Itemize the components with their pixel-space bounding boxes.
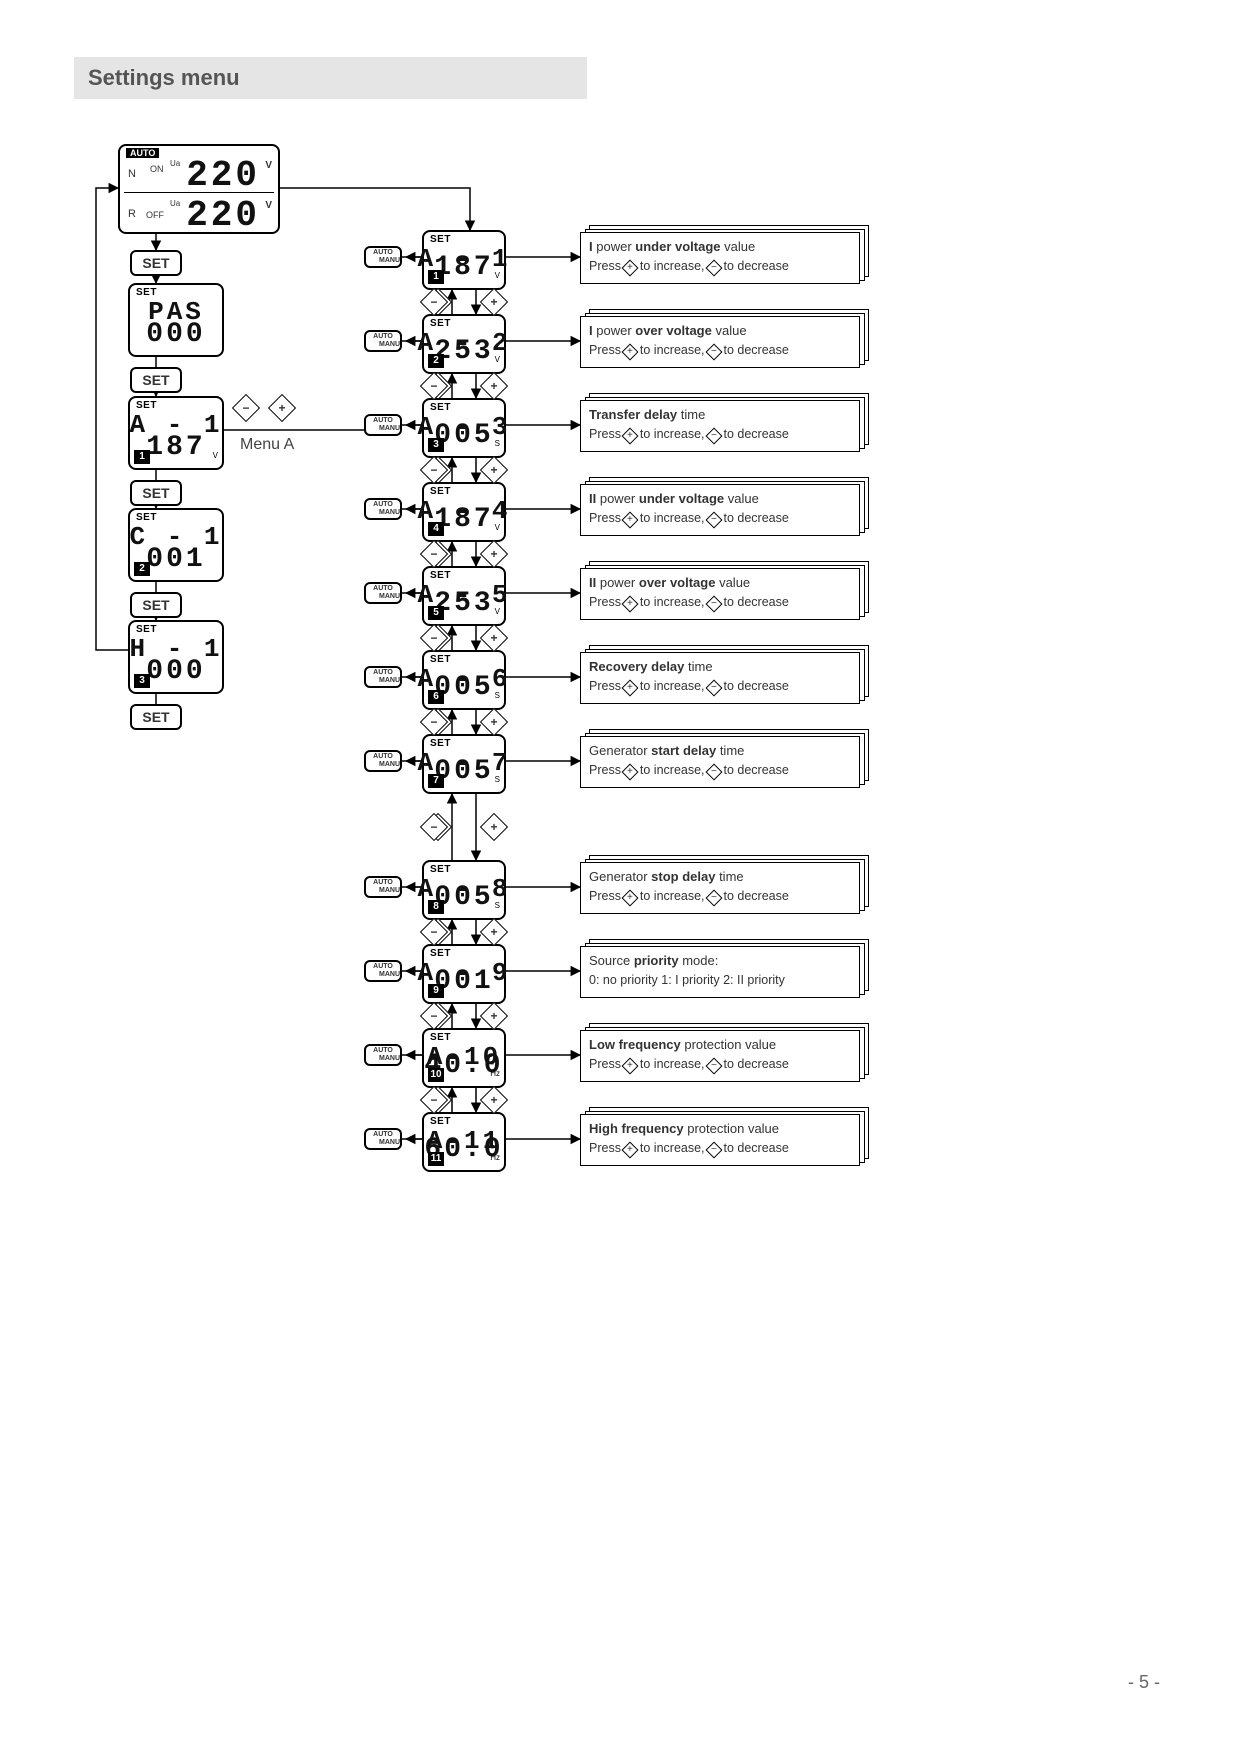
lcd-h1: SETH - 10003	[128, 620, 224, 694]
plus-button-p1[interactable]: +	[480, 288, 508, 316]
lcd-param-5: SETA - 52535V	[422, 566, 506, 626]
automanu-button-6[interactable]: AUTOMANU	[364, 666, 402, 688]
automanu-button-10[interactable]: AUTOMANU	[364, 1044, 402, 1066]
automanu-button-4[interactable]: AUTOMANU	[364, 498, 402, 520]
plus-button-p8[interactable]: +	[480, 918, 508, 946]
plus-button-p2[interactable]: +	[480, 372, 508, 400]
set-button-a1[interactable]: SET	[130, 480, 182, 506]
lcd-param-10: SETA-1040.010Hz	[422, 1028, 506, 1088]
lcd-param-7: SETA - 70057S	[422, 734, 506, 794]
plus-button-p7[interactable]: +	[480, 813, 508, 841]
minus-button-p2[interactable]: −	[420, 372, 448, 400]
set-button-c1[interactable]: SET	[130, 592, 182, 618]
auto-label: AUTO	[126, 148, 159, 158]
minus-button-p9[interactable]: −	[420, 1002, 448, 1030]
set-button-pas[interactable]: SET	[130, 367, 182, 393]
plus-button-p6[interactable]: +	[480, 708, 508, 736]
automanu-button-11[interactable]: AUTOMANU	[364, 1128, 402, 1150]
lcd-param-1: SETA - 11871V	[422, 230, 506, 290]
lcd-a1-left: SETA - 11871V	[128, 396, 224, 470]
automanu-button-3[interactable]: AUTOMANU	[364, 414, 402, 436]
plus-button-p5[interactable]: +	[480, 624, 508, 652]
automanu-button-8[interactable]: AUTOMANU	[364, 876, 402, 898]
minus-button-p6[interactable]: −	[420, 708, 448, 736]
page-title: Settings menu	[74, 57, 587, 99]
lcd-param-6: SETA - 60056S	[422, 650, 506, 710]
plus-button-menu[interactable]: +	[268, 394, 296, 422]
desc-1: I power under voltage valuePress + to in…	[580, 232, 860, 284]
desc-2: I power over voltage valuePress + to inc…	[580, 316, 860, 368]
menu-a-label: Menu A	[240, 436, 294, 454]
minus-button-menu[interactable]: −	[232, 394, 260, 422]
lcd-param-3: SETA - 30053S	[422, 398, 506, 458]
automanu-button-9[interactable]: AUTOMANU	[364, 960, 402, 982]
automanu-button-1[interactable]: AUTOMANU	[364, 246, 402, 268]
minus-button-p4[interactable]: −	[420, 540, 448, 568]
voltage-n: 220	[186, 158, 260, 194]
desc-4: II power under voltage valuePress + to i…	[580, 484, 860, 536]
voltage-r: 220	[186, 198, 260, 234]
lcd-param-8: SETA - 80058S	[422, 860, 506, 920]
minus-button-p7[interactable]: −	[420, 813, 448, 841]
lcd-c1: SETC - 10012	[128, 508, 224, 582]
desc-11: High frequency protection valuePress + t…	[580, 1114, 860, 1166]
lcd-param-4: SETA - 41874V	[422, 482, 506, 542]
minus-button-p10[interactable]: −	[420, 1086, 448, 1114]
automanu-button-5[interactable]: AUTOMANU	[364, 582, 402, 604]
desc-5: II power over voltage valuePress + to in…	[580, 568, 860, 620]
desc-3: Transfer delay timePress + to increase, …	[580, 400, 860, 452]
automanu-button-2[interactable]: AUTOMANU	[364, 330, 402, 352]
plus-button-p4[interactable]: +	[480, 540, 508, 568]
minus-button-p8[interactable]: −	[420, 918, 448, 946]
lcd-param-2: SETA - 22532V	[422, 314, 506, 374]
desc-9: Source priority mode:0: no priority 1: I…	[580, 946, 860, 998]
set-button-main[interactable]: SET	[130, 250, 182, 276]
minus-button-p1[interactable]: −	[420, 288, 448, 316]
plus-button-p3[interactable]: +	[480, 456, 508, 484]
desc-6: Recovery delay timePress + to increase, …	[580, 652, 860, 704]
plus-button-p10[interactable]: +	[480, 1086, 508, 1114]
page-number: - 5 -	[1128, 1672, 1160, 1693]
desc-8: Generator stop delay timePress + to incr…	[580, 862, 860, 914]
minus-button-p5[interactable]: −	[420, 624, 448, 652]
set-button-h1[interactable]: SET	[130, 704, 182, 730]
desc-7: Generator start delay timePress + to inc…	[580, 736, 860, 788]
plus-button-p9[interactable]: +	[480, 1002, 508, 1030]
main-display: AUTONONUa220VROFFUa220V	[118, 144, 280, 234]
desc-10: Low frequency protection valuePress + to…	[580, 1030, 860, 1082]
lcd-pas: SETPAS000	[128, 283, 224, 357]
automanu-button-7[interactable]: AUTOMANU	[364, 750, 402, 772]
lcd-param-11: SETA-1160.011Hz	[422, 1112, 506, 1172]
minus-button-p3[interactable]: −	[420, 456, 448, 484]
lcd-param-9: SETA - 90019	[422, 944, 506, 1004]
